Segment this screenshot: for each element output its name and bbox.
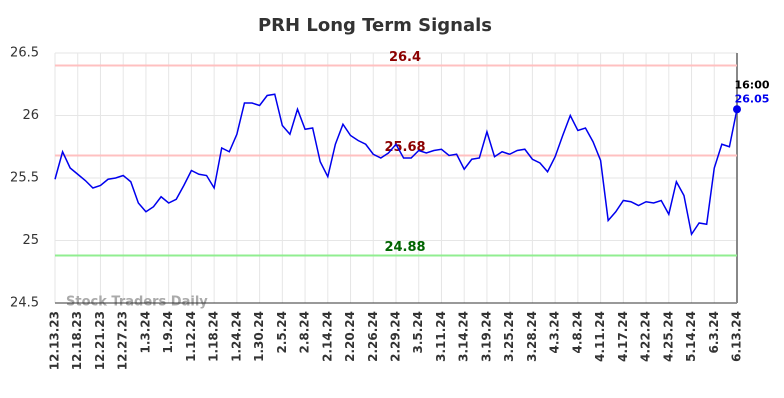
y-tick-label: 25.5 (10, 171, 39, 186)
x-tick-label: 5.14.24 (684, 311, 698, 362)
x-tick-label: 6.13.24 (730, 311, 744, 362)
x-tick-label: 12.18.23 (70, 311, 84, 370)
x-tick-label: 3.5.24 (411, 311, 425, 354)
last-value-label: 26.05 (735, 92, 770, 105)
x-tick-label: 3.25.24 (502, 311, 516, 362)
x-tick-label: 4.25.24 (661, 311, 675, 362)
x-tick-label: 4.22.24 (639, 311, 653, 362)
x-tick-label: 1.24.24 (229, 311, 243, 362)
x-tick-label: 3.28.24 (525, 311, 539, 362)
x-tick-label: 3.11.24 (434, 311, 448, 362)
y-tick-label: 26 (22, 108, 39, 123)
x-tick-label: 2.14.24 (320, 311, 334, 362)
last-point (733, 105, 741, 114)
signal-label: 25.68 (384, 140, 425, 155)
x-tick-label: 4.8.24 (570, 311, 584, 354)
y-tick-label: 26.5 (10, 46, 39, 61)
signal-label: 26.4 (389, 50, 421, 65)
x-tick-label: 1.12.24 (184, 311, 198, 362)
signal-label: 24.88 (384, 240, 425, 255)
x-tick-label: 1.18.24 (207, 311, 221, 362)
x-tick-label: 2.29.24 (389, 311, 403, 362)
x-tick-label: 4.3.24 (548, 311, 562, 354)
x-tick-label: 3.14.24 (457, 311, 471, 362)
x-tick-label: 1.3.24 (138, 311, 152, 354)
x-tick-label: 3.19.24 (479, 311, 493, 362)
chart-title: PRH Long Term Signals (258, 15, 492, 36)
x-tick-label: 12.13.23 (48, 311, 62, 370)
x-tick-label: 1.30.24 (252, 311, 266, 362)
watermark: Stock Traders Daily (66, 295, 208, 310)
x-tick-label: 6.3.24 (707, 311, 721, 354)
last-time-label: 16:00 (734, 78, 769, 91)
x-tick-label: 2.20.24 (343, 311, 357, 362)
x-tick-label: 4.17.24 (616, 311, 630, 362)
y-tick-label: 25 (22, 233, 39, 248)
x-tick-label: 4.11.24 (593, 311, 607, 362)
y-tick-label: 24.5 (10, 296, 39, 311)
price-line (54, 93, 738, 237)
x-tick-label: 1.9.24 (161, 311, 175, 354)
x-tick-label: 2.5.24 (275, 311, 289, 354)
x-tick-label: 12.21.23 (93, 311, 107, 370)
x-tick-label: 2.8.24 (298, 311, 312, 354)
x-tick-label: 2.26.24 (366, 311, 380, 362)
x-tick-label: 12.27.23 (116, 311, 130, 370)
